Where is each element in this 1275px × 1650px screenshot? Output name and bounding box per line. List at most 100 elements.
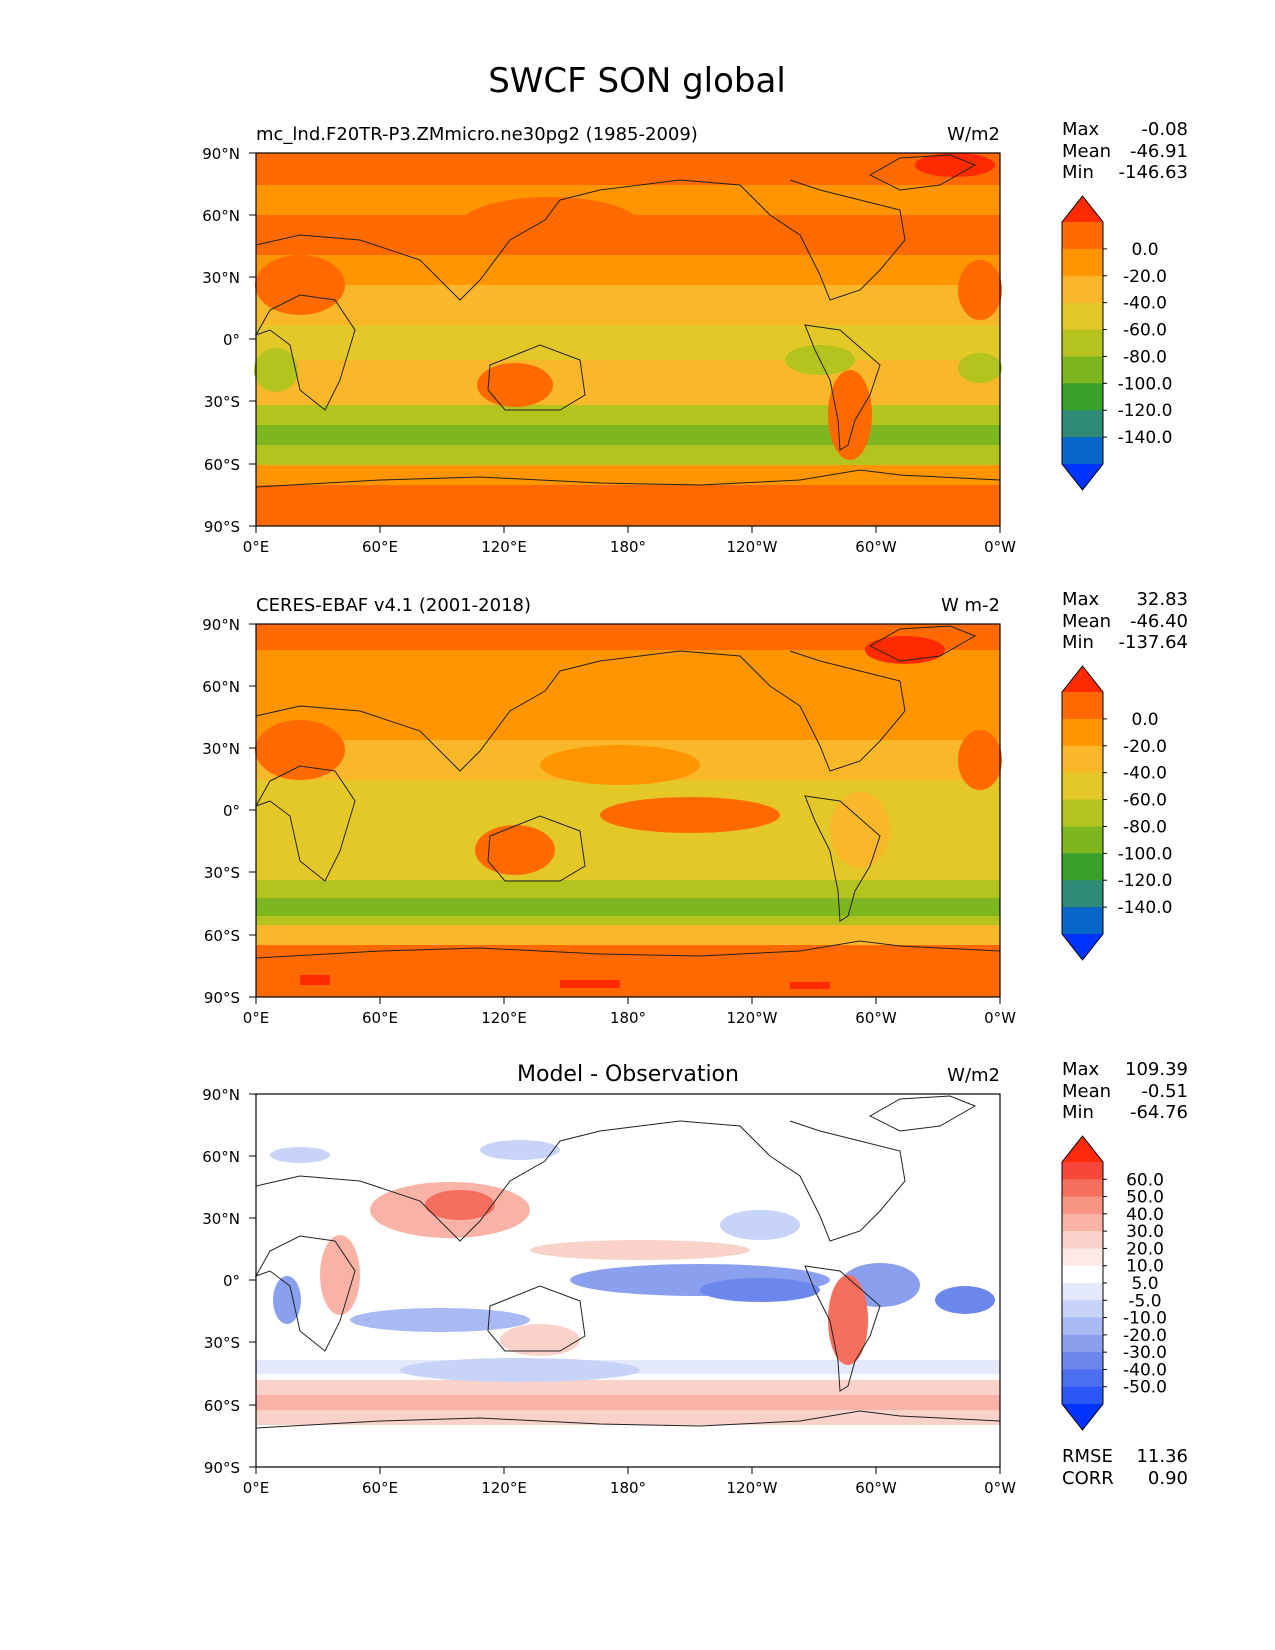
colorbar-label: 60.0 <box>1126 1170 1164 1190</box>
stat-min-value: -64.76 <box>1130 1102 1188 1123</box>
colorbar-label: -20.0 <box>1123 267 1167 287</box>
colorbar-label: -60.0 <box>1123 321 1167 341</box>
colorbar-segment <box>1062 880 1103 908</box>
coastlines <box>254 154 1001 488</box>
colorbar: 60.050.040.030.020.010.05.0-5.0-10.0-20.… <box>1061 1135 1167 1431</box>
colorbar-segment <box>1062 1213 1103 1232</box>
colorbar-label: 5.0 <box>1131 1274 1158 1294</box>
lat-tick-label: 90°N <box>202 616 240 634</box>
stats-box: Max -0.08 Mean -46.91 Min -146.63 <box>1062 119 1188 183</box>
colorbar-label: -20.0 <box>1123 1326 1167 1346</box>
colorbar-label: 0.0 <box>1131 710 1158 730</box>
stats-box: Max 32.83 Mean -46.40 Min -137.64 <box>1062 589 1188 653</box>
lat-tick-label: 30°S <box>204 1334 240 1352</box>
colorbar-extend-bottom <box>1062 934 1103 960</box>
colorbar-label: -100.0 <box>1118 374 1173 394</box>
colorbar-label: -60.0 <box>1123 791 1167 811</box>
colorbar-segment <box>1062 745 1103 774</box>
stat-mean-value: -46.91 <box>1130 141 1188 162</box>
colorbar-segment <box>1062 1248 1103 1267</box>
colorbar-segment <box>1062 1231 1103 1249</box>
lat-tick-label: 60°S <box>204 927 240 945</box>
lon-tick-label: 120°E <box>481 538 527 556</box>
lon-tick-label: 180° <box>610 538 646 556</box>
lon-tick-label: 120°W <box>727 1009 778 1027</box>
lat-tick-label: 90°N <box>202 145 240 163</box>
colorbar-segment <box>1062 329 1103 357</box>
panel-model: mc_lnd.F20TR-P3.ZMmicro.ne30pg2 (1985-20… <box>202 119 1188 556</box>
lat-ticks: 90°N 60°N 30°N 0° 30°S 60°S 90°S <box>202 616 256 1007</box>
colorbar-segment <box>1062 799 1103 827</box>
colorbar-extend-top <box>1062 666 1103 692</box>
lon-tick-label: 0°W <box>984 538 1016 556</box>
lat-ticks: 90°N 60°N 30°N 0° 30°S 60°S 90°S <box>202 145 256 536</box>
colorbar: 0.0 -20.0 -40.0 -60.0 -80.0 -100.0 -120.0 -140.… <box>1061 195 1173 491</box>
colorbar-label: 40.0 <box>1126 1205 1164 1225</box>
stat-mean-label: Mean <box>1062 141 1111 162</box>
lat-tick-label: 60°N <box>202 1148 240 1166</box>
colorbar-label: 0.0 <box>1131 240 1158 260</box>
lon-tick-label: 120°W <box>727 538 778 556</box>
colorbar-segment <box>1062 222 1103 250</box>
colorbar-label: -80.0 <box>1123 347 1167 367</box>
lon-tick-label: 0°E <box>243 1479 270 1497</box>
lon-ticks: 0°E 60°E 120°E 180° 120°W 60°W 0°W <box>243 997 1016 1027</box>
panel-title: Model - Observation <box>517 1062 739 1087</box>
colorbar-segment <box>1062 302 1103 331</box>
lat-tick-label: 0° <box>223 1272 240 1290</box>
colorbar-label: 20.0 <box>1126 1239 1164 1259</box>
colorbar-label: -50.0 <box>1123 1378 1167 1398</box>
colorbar-segment <box>1062 1162 1103 1180</box>
stat-min-label: Min <box>1062 162 1094 183</box>
panel-title: mc_lnd.F20TR-P3.ZMmicro.ne30pg2 (1985-20… <box>256 124 698 145</box>
lat-tick-label: 60°N <box>202 207 240 225</box>
lon-tick-label: 120°W <box>727 1479 778 1497</box>
lat-tick-label: 60°S <box>204 1397 240 1415</box>
stat-min-label: Min <box>1062 1102 1094 1123</box>
colorbar-label: -5.0 <box>1128 1291 1161 1311</box>
lat-tick-label: 30°S <box>204 864 240 882</box>
stat-min-value: -146.63 <box>1119 162 1188 183</box>
colorbar-segment <box>1062 718 1103 747</box>
colorbar-segment <box>1062 356 1103 384</box>
colorbar-segment <box>1062 1334 1103 1353</box>
colorbar-extend-top <box>1062 196 1103 222</box>
stat-max-label: Max <box>1062 589 1100 610</box>
lat-tick-label: 30°S <box>204 393 240 411</box>
lat-tick-label: 30°N <box>202 740 240 758</box>
lon-ticks: 0°E 60°E 120°E 180° 120°W 60°W 0°W <box>243 526 1016 556</box>
colorbar-label: 10.0 <box>1126 1257 1164 1277</box>
map-field <box>256 1094 1000 1467</box>
colorbar-label: -80.0 <box>1123 817 1167 837</box>
lat-tick-label: 0° <box>223 802 240 820</box>
colorbar-segment <box>1062 248 1103 277</box>
colorbar-segment <box>1062 853 1103 881</box>
panel-units: W/m2 <box>947 1065 1000 1086</box>
colorbar-label: -140.0 <box>1118 898 1173 918</box>
lat-tick-label: 90°S <box>204 989 240 1007</box>
map-frame <box>255 152 1001 527</box>
panel-units: W/m2 <box>947 124 1000 145</box>
panel-units: W m-2 <box>941 595 1000 616</box>
panel-observation: CERES-EBAF v4.1 (2001-2018) W m-2 <box>202 589 1188 1027</box>
colorbar-segment <box>1062 437 1103 465</box>
colorbar-segment <box>1062 410 1103 438</box>
stat-max-value: -0.08 <box>1141 119 1188 140</box>
colorbar-label: -40.0 <box>1123 1360 1167 1380</box>
colorbar-segment <box>1062 1317 1103 1336</box>
lon-tick-label: 60°E <box>362 1479 398 1497</box>
stat-mean-label: Mean <box>1062 1081 1111 1102</box>
lat-tick-label: 30°N <box>202 269 240 287</box>
lat-tick-label: 90°N <box>202 1086 240 1104</box>
colorbar-label: 30.0 <box>1126 1222 1164 1242</box>
stat-mean-label: Mean <box>1062 611 1111 632</box>
map-frame <box>255 1093 1001 1468</box>
stat-min-value: -137.64 <box>1119 632 1188 653</box>
lon-tick-label: 0°W <box>984 1479 1016 1497</box>
panel-difference: Model - Observation W/m2 <box>202 1059 1188 1497</box>
corr-value: 0.90 <box>1148 1468 1188 1489</box>
colorbar-extend-bottom <box>1062 1404 1103 1430</box>
stat-max-label: Max <box>1062 1059 1100 1080</box>
lon-tick-label: 180° <box>610 1009 646 1027</box>
colorbar-label: -100.0 <box>1118 844 1173 864</box>
